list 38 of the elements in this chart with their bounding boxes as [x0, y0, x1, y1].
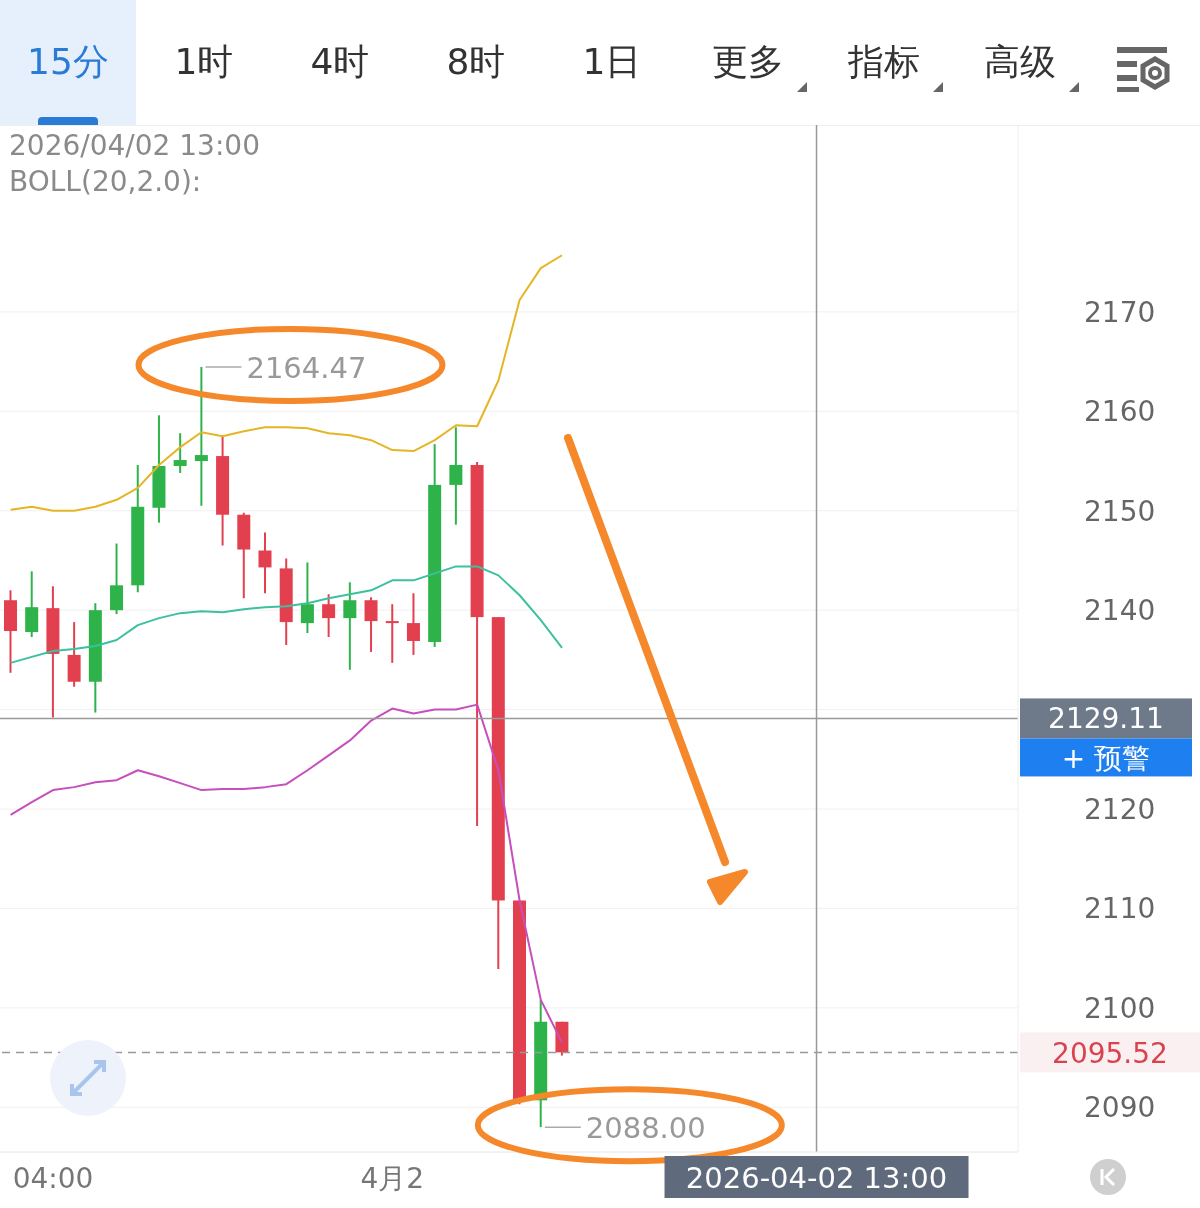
- x-tick-label: 04:00: [12, 1162, 94, 1195]
- text: BOLL(20,2.0):: [9, 164, 203, 200]
- x-tick-label: 4月2: [360, 1162, 425, 1195]
- candlestick: [385, 603, 399, 664]
- y-tick-label: 2140: [1084, 594, 1156, 628]
- y-tick-label: 2090: [1084, 1091, 1156, 1125]
- text: + 预警: [1061, 742, 1151, 776]
- y-tick-label: 2170: [1084, 295, 1156, 329]
- line-series: [9, 565, 564, 664]
- text: 更多: [712, 40, 784, 84]
- text: 15分: [27, 40, 109, 84]
- candlestick: [258, 531, 272, 595]
- ref-line-label: 2095.52: [1052, 1037, 1168, 1071]
- candlestick: [173, 432, 187, 474]
- text: 8时: [446, 40, 506, 84]
- candlestick: [194, 365, 208, 507]
- text: 4时: [310, 40, 370, 84]
- chart-title: 2026/04/02 13:00: [9, 128, 260, 164]
- text: 1日: [582, 40, 642, 84]
- y-tick-label: 2100: [1084, 991, 1156, 1025]
- candlestick: [322, 593, 336, 639]
- text: 指标: [848, 40, 920, 84]
- y-tick-label: 2120: [1084, 793, 1156, 826]
- y-tick-label: 2110: [1084, 892, 1156, 926]
- annotation: 2164.47: [246, 350, 367, 385]
- candlestick: [449, 426, 463, 526]
- candlestick: [406, 592, 420, 656]
- candlestick: [343, 581, 357, 671]
- text: 1时: [174, 40, 234, 84]
- candlestick: [300, 561, 314, 635]
- text: 高级: [984, 40, 1056, 84]
- candlestick: [364, 596, 378, 653]
- y-tick-label: 2150: [1084, 494, 1156, 528]
- line-series: [9, 254, 564, 512]
- annotation: 2088.00: [585, 1111, 706, 1146]
- ref-line-label: 2129.11: [1048, 702, 1164, 736]
- x-tick-label: 2026-04-02 13:00: [685, 1161, 948, 1195]
- y-tick-label: 2160: [1084, 395, 1156, 429]
